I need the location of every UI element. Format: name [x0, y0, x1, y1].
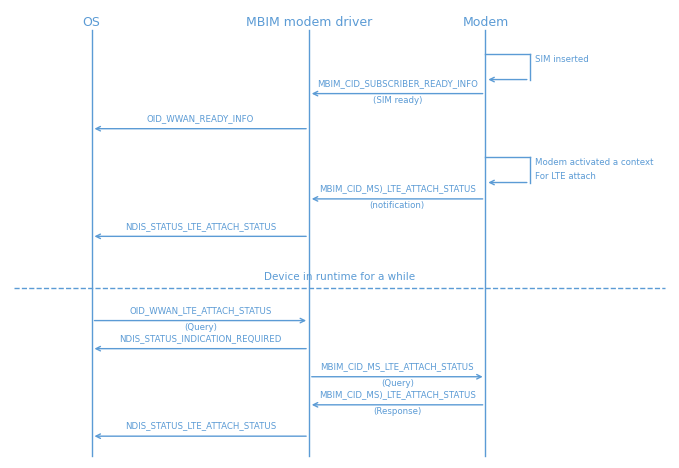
Text: SIM inserted: SIM inserted — [535, 55, 589, 64]
Text: NDIS_STATUS_INDICATION_REQUIRED: NDIS_STATUS_INDICATION_REQUIRED — [119, 334, 282, 343]
Text: (Response): (Response) — [373, 407, 422, 416]
Text: (SIM ready): (SIM ready) — [373, 96, 422, 105]
Text: OID_WWAN_READY_INFO: OID_WWAN_READY_INFO — [147, 114, 254, 123]
Text: MBIM modem driver: MBIM modem driver — [246, 16, 372, 29]
Text: (Query): (Query) — [381, 379, 414, 388]
Text: MBIM_CID_MS)_LTE_ATTACH_STATUS: MBIM_CID_MS)_LTE_ATTACH_STATUS — [318, 184, 476, 193]
Text: NDIS_STATUS_LTE_ATTACH_STATUS: NDIS_STATUS_LTE_ATTACH_STATUS — [125, 422, 276, 431]
Text: Modem activated a context: Modem activated a context — [535, 158, 654, 167]
Text: OID_WWAN_LTE_ATTACH_STATUS: OID_WWAN_LTE_ATTACH_STATUS — [129, 306, 272, 315]
Text: (notification): (notification) — [369, 201, 425, 210]
Text: MBIM_CID_SUBSCRIBER_READY_INFO: MBIM_CID_SUBSCRIBER_READY_INFO — [317, 79, 477, 88]
Text: Device in runtime for a while: Device in runtime for a while — [264, 272, 415, 282]
Text: NDIS_STATUS_LTE_ATTACH_STATUS: NDIS_STATUS_LTE_ATTACH_STATUS — [125, 222, 276, 231]
Text: OS: OS — [83, 16, 100, 29]
Text: (Query): (Query) — [184, 323, 217, 332]
Text: For LTE attach: For LTE attach — [535, 172, 596, 181]
Text: Modem: Modem — [462, 16, 509, 29]
Text: MBIM_CID_MS_LTE_ATTACH_STATUS: MBIM_CID_MS_LTE_ATTACH_STATUS — [320, 362, 474, 371]
Text: MBIM_CID_MS)_LTE_ATTACH_STATUS: MBIM_CID_MS)_LTE_ATTACH_STATUS — [318, 390, 476, 399]
